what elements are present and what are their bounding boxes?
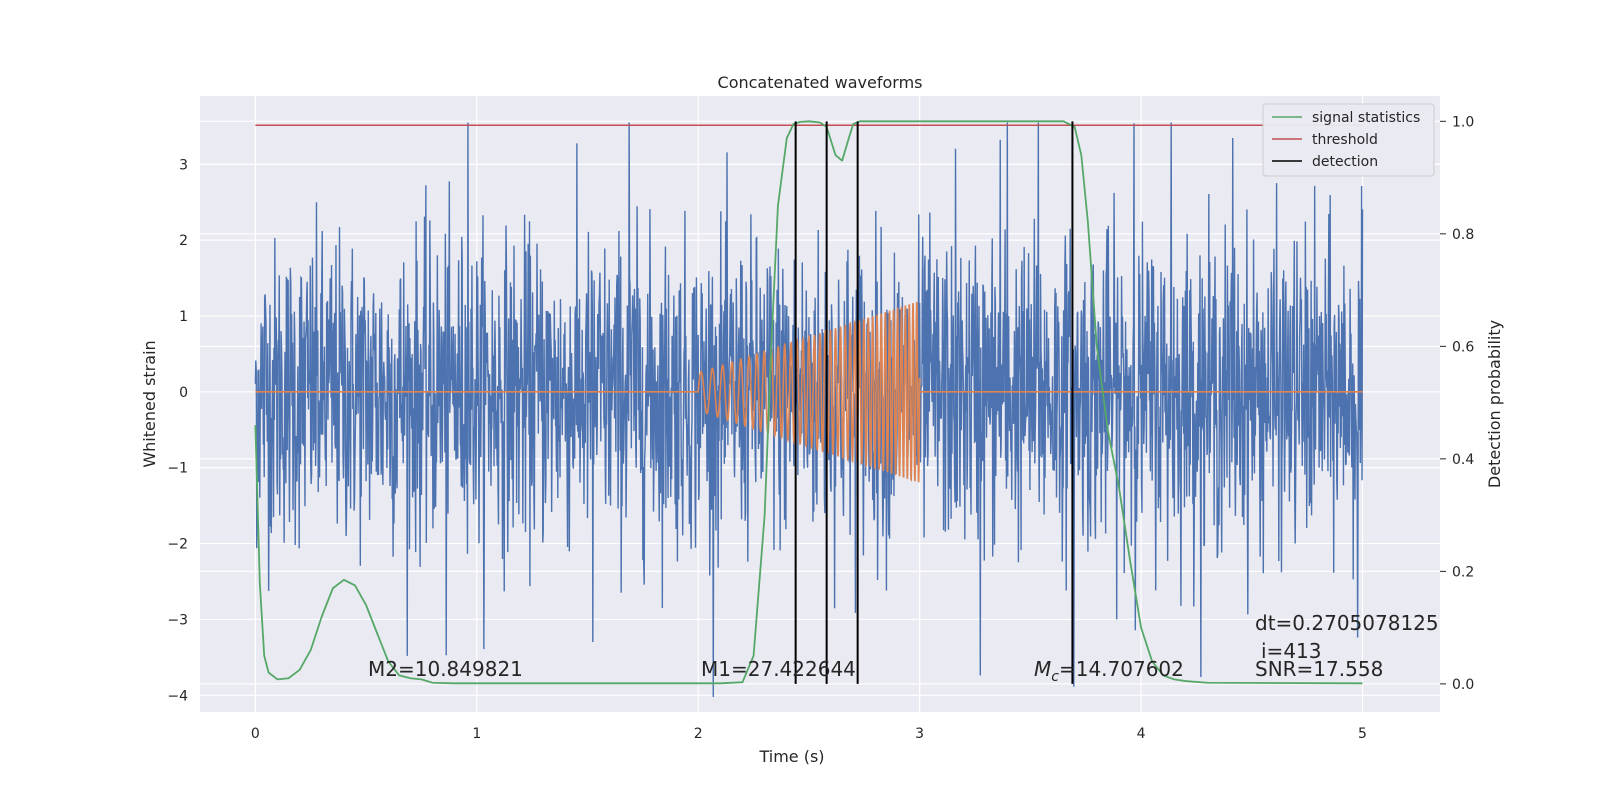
y2-tick-label: 1.0 [1452,114,1474,130]
x-tick-label: 3 [915,726,924,742]
x-tick-label: 2 [694,726,703,742]
annotation-m1: M1=27.422644 [701,657,856,681]
y-tick-label: 2 [179,233,188,249]
x-tick-label: 5 [1358,726,1367,742]
legend-label-threshold: threshold [1312,132,1378,148]
y-tick-label: −2 [167,537,188,553]
y2-tick-label: 0.6 [1452,339,1474,355]
legend: signal statistics threshold detection [1262,103,1435,177]
y2-tick-label: 0.8 [1452,227,1474,243]
annotation-mc: Mc=14.707602 [1034,657,1184,685]
y-tick-label: 1 [179,309,188,325]
legend-label-detection: detection [1312,154,1378,170]
annotation-dt: dt=0.2705078125 [1255,611,1439,635]
data-layer [254,120,1364,697]
waveform-trace [255,301,1363,483]
y2-axis-label: Detection probability [1485,320,1504,488]
x-tick-label: 0 [251,726,260,742]
y-axis-label: Whitened strain [140,340,159,467]
annotation-mc-symbol: M [1034,657,1051,681]
signal-statistics-line [254,120,1363,685]
y-tick-label: 0 [179,385,188,401]
y-tick-label: −4 [167,688,188,704]
annotation-mc-value: =14.707602 [1059,657,1184,681]
noise-trace [254,122,1364,697]
annotation-i: i=413 [1261,639,1322,663]
annotation-m2: M2=10.849821 [368,657,523,681]
annotation-mc-subscript: c [1051,669,1059,685]
x-tick-label: 4 [1137,726,1146,742]
x-tick-label: 1 [472,726,481,742]
legend-box [1262,103,1435,177]
annotation-snr: SNR=17.558 [1255,657,1383,681]
y-tick-label: 3 [179,157,188,173]
left-axis-ticks: −4 −3 −2 −1 0 1 2 3 [167,157,188,704]
y2-tick-label: 0.2 [1452,564,1474,580]
y2-tick-label: 0.4 [1452,452,1474,468]
y-tick-label: −3 [167,612,188,628]
legend-label-signal-statistics: signal statistics [1312,110,1420,126]
x-axis-label: Time (s) [758,747,824,766]
chart-title: Concatenated waveforms [718,73,923,92]
x-axis-ticks: 0 1 2 3 4 5 [251,726,1367,742]
y-tick-label: −1 [167,461,188,477]
right-axis-ticks: 0.0 0.2 0.4 0.6 0.8 1.0 [1440,114,1474,693]
y2-tick-label: 0.0 [1452,677,1474,693]
